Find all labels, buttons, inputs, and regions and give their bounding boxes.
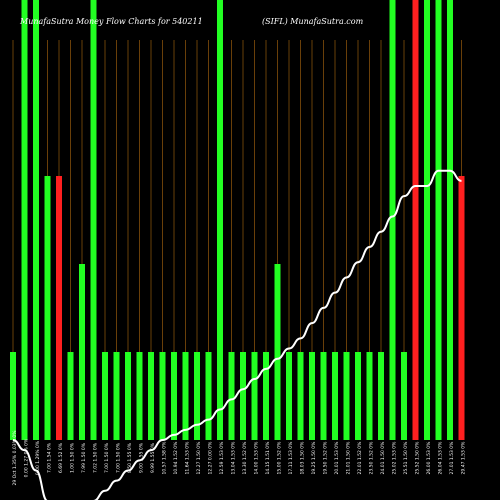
bar-up <box>274 264 281 440</box>
x-tick-labels: 29 Oct 1.35% 0.03% 0% 0.00 1.27 0% 0% 0.00… <box>12 430 467 486</box>
bar-up <box>148 352 154 440</box>
x-tick-label: 26.00 1.53 0% <box>426 441 432 475</box>
bar-up <box>102 352 108 440</box>
bar-up <box>44 176 51 440</box>
bar-up <box>10 352 16 440</box>
x-tick-label: 18.03 1.50 0% <box>300 441 306 475</box>
x-tick-label: 20.01 1.53 0% <box>334 441 340 475</box>
x-tick-label: 23.50 1.52 0% <box>369 441 375 475</box>
x-tick-label: 29.47 1.53 0% <box>461 441 467 475</box>
bar-up <box>171 352 177 440</box>
x-tick-label: 9.99 1.55 0% <box>150 442 156 473</box>
bar-up <box>263 352 269 440</box>
bar-up <box>21 0 28 440</box>
bar-up <box>240 352 246 440</box>
bar-down <box>56 176 62 440</box>
bar-up <box>401 352 407 440</box>
bar-up <box>251 352 258 440</box>
x-tick-label: 14.15 1.51 0% <box>265 441 271 475</box>
bar-up <box>332 352 338 440</box>
bars <box>10 0 465 440</box>
x-tick-label: 6.69 1.52 0% <box>58 442 64 473</box>
chart-title-right: (SIFL) MunafaSutra.com <box>262 17 364 26</box>
x-tick-label: 13.04 1.53 0% <box>231 441 237 475</box>
bar-up <box>113 352 120 440</box>
x-tick-label: 7.99 1.50 0% <box>81 442 87 473</box>
x-tick-label: 12.27 1.50 0% <box>196 441 202 475</box>
bar-up <box>320 352 327 440</box>
bar-up <box>309 352 315 440</box>
bar-down <box>412 0 419 440</box>
x-tick-label: 7.00 1.50 0% <box>116 442 122 473</box>
bar-up <box>389 0 396 440</box>
bar-up <box>205 352 212 440</box>
x-tick-label: 11.64 1.53 0% <box>185 441 191 475</box>
x-tick-label: 0.00 1.27 0% 0% <box>24 438 30 477</box>
x-tick-label: 26.04 1.53 0% <box>438 441 444 475</box>
x-tick-label: 7.02 1.50 0% <box>93 442 99 473</box>
trend-line <box>12 169 462 500</box>
x-tick-label: 7.00 1.54 0% <box>47 442 53 473</box>
x-tick-label: 8.50 1.55 0% <box>127 442 133 473</box>
bar-up <box>194 352 200 440</box>
bar-up <box>125 352 131 440</box>
x-tick-label: 1.00 1.50 0% <box>70 442 76 473</box>
x-tick-label: 12.59 1.53 0% <box>219 441 225 475</box>
bar-up <box>159 352 166 440</box>
bar-up <box>424 0 430 440</box>
bar-up <box>378 352 384 440</box>
x-tick-label: 10.57 1.58 0% <box>162 441 168 475</box>
bar-up <box>355 352 361 440</box>
bar-up <box>343 352 350 440</box>
x-tick-label: 19.25 1.50 0% <box>311 441 317 475</box>
x-tick-label: 24.01 1.50 0% <box>380 441 386 475</box>
x-tick-label: 13.30 1.52 0% <box>242 441 248 475</box>
x-tick-label: 10.94 1.52 0% <box>173 441 179 475</box>
x-tick-label: 25.02 1.53 0% <box>392 441 398 475</box>
bar-up <box>228 352 235 440</box>
bar-up <box>90 0 97 440</box>
x-tick-label: 7.00 1.50 0% <box>104 442 110 473</box>
x-tick-label: 14.00 1.53 0% <box>254 441 260 475</box>
x-tick-label: 22.01 1.52 0% <box>357 441 363 475</box>
x-tick-label: 0.00 1.29% 0% <box>35 440 41 475</box>
bar-up <box>286 352 292 440</box>
bar-up <box>217 0 223 440</box>
x-tick-label: 15.00 1.52 0% <box>277 441 283 475</box>
bar-up <box>33 0 39 440</box>
bar-up <box>136 352 143 440</box>
bar-up <box>67 352 74 440</box>
x-tick-label: 17.11 1.53 0% <box>288 441 294 475</box>
bar-up <box>435 0 442 440</box>
x-tick-label: 9.00 1.55 0% <box>139 442 145 473</box>
bar-down <box>458 176 465 440</box>
bar-up <box>297 352 304 440</box>
chart-title-left: MunafaSutra Money Flow Charts for 540211 <box>19 17 203 26</box>
bar-up <box>447 0 453 440</box>
x-tick-label: 25.51 1.50 0% <box>403 441 409 475</box>
bar-up <box>366 352 373 440</box>
x-tick-label: 27.01 1.53 0% <box>449 441 455 475</box>
x-tick-label: 21.01 1.50 0% <box>346 441 352 475</box>
x-tick-label: 25.52 1.50 0% <box>415 441 421 475</box>
bar-up <box>182 352 189 440</box>
bar-up <box>79 264 85 440</box>
x-tick-label: 12.27 0.00 0% <box>208 441 214 475</box>
x-tick-label: 29 Oct 1.35% 0.03% 0% <box>12 430 18 486</box>
x-tick-label: 19.50 1.52 0% <box>323 441 329 475</box>
